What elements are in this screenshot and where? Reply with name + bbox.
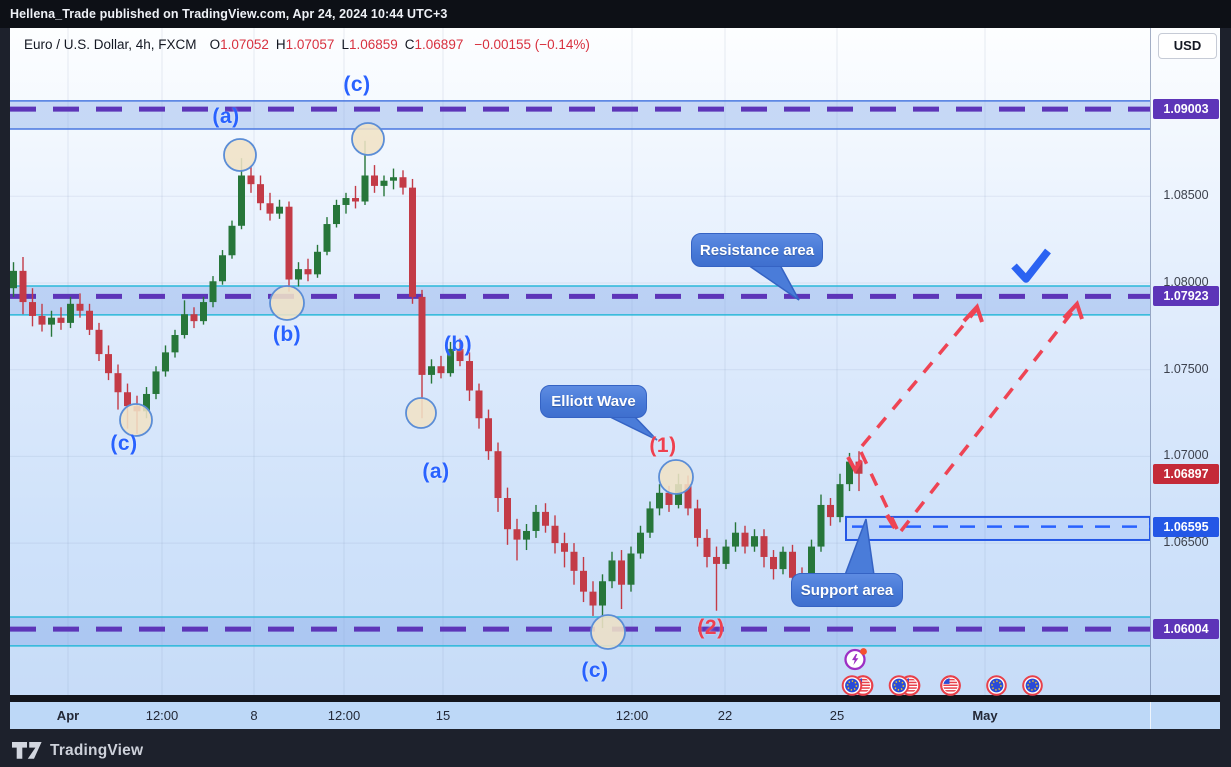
resistance-zone: [10, 285, 1150, 316]
publish-bar: Hellena_Trade published on TradingView.c…: [0, 0, 1231, 28]
chart-card: [10, 28, 1220, 695]
gridlines: [10, 28, 1150, 695]
price-tick: 1.07000: [1163, 448, 1209, 463]
elliott-wave-callout: Elliott Wave: [540, 385, 647, 418]
price-axis[interactable]: 1.08500 1.08000 1.07500 1.07000 1.06500 1.090…: [1150, 28, 1221, 695]
time-tick: 15: [435, 708, 451, 723]
ohlc-low: L1.06859: [341, 36, 398, 52]
time-tick: Apr: [56, 708, 80, 723]
checkmark-icon: [1011, 248, 1051, 283]
time-axis[interactable]: Apr 12:00 8 12:00 15 12:00 22 25 May: [10, 702, 1220, 729]
price-tick: 1.08000: [1163, 275, 1209, 289]
callout-tails: [607, 264, 875, 576]
tradingview-logo-text: TradingView: [50, 742, 144, 759]
support-area-box: [845, 515, 1150, 541]
lower-support-zone: [10, 616, 1150, 647]
time-tick: May: [972, 708, 998, 723]
time-tick: 12:00: [327, 708, 361, 723]
currency-toggle-button[interactable]: USD: [1158, 33, 1217, 59]
price-change: −0.00155 (−0.14%): [474, 36, 590, 52]
time-tick: 8: [250, 708, 258, 723]
ohlc-open: O1.07052: [209, 36, 269, 52]
axis-corner-separator: [1150, 702, 1151, 729]
time-tick: 25: [829, 708, 845, 723]
time-tick: 12:00: [615, 708, 649, 723]
price-tick: 1.07500: [1163, 361, 1209, 376]
chart-legend: Euro / U.S. Dollar, 4h, FXCM O1.07052 H1…: [24, 34, 590, 54]
time-tick: 22: [717, 708, 733, 723]
price-badge: 1.06004: [1153, 619, 1219, 640]
support-area-callout: Support area: [791, 573, 903, 607]
projection-arrows: [846, 300, 1084, 533]
ohlc-high: H1.07057: [275, 36, 335, 52]
wave-circle-markers: [119, 122, 694, 650]
symbol-title: Euro / U.S. Dollar, 4h, FXCM: [24, 36, 197, 52]
tradingview-logo[interactable]: TradingView: [12, 740, 242, 762]
tradingview-logo-icon: [12, 742, 42, 759]
resistance-area-callout: Resistance area: [691, 233, 823, 267]
price-badge: 1.06897: [1153, 464, 1219, 485]
ohlc-close: C1.06897: [404, 36, 464, 52]
price-tick: 1.06500: [1163, 535, 1209, 550]
time-tick: 12:00: [145, 708, 179, 723]
chart-plot-area[interactable]: [10, 28, 1150, 695]
plot-bottom-separator: [10, 695, 1220, 702]
publish-bar-text: Hellena_Trade published on TradingView.c…: [10, 7, 448, 21]
down-arrowhead: [846, 456, 863, 475]
price-tick: 1.08500: [1163, 188, 1209, 203]
footer-bar: TradingView: [0, 729, 1231, 767]
price-badge: 1.09003: [1153, 99, 1219, 120]
price-badge: 1.06595: [1153, 516, 1219, 537]
candlestick-series: [10, 140, 863, 629]
price-badge: 1.07923: [1153, 286, 1219, 307]
upper-resistance-zone: [10, 100, 1150, 130]
